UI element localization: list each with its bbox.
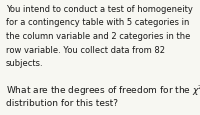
Text: You intend to conduct a test of homogeneity: You intend to conduct a test of homogene…: [6, 5, 193, 14]
Text: row variable. You collect data from 82: row variable. You collect data from 82: [6, 45, 165, 54]
Text: for a contingency table with 5 categories in: for a contingency table with 5 categorie…: [6, 18, 189, 27]
Text: subjects.: subjects.: [6, 59, 44, 68]
Text: the column variable and 2 categories in the: the column variable and 2 categories in …: [6, 32, 190, 41]
Text: distribution for this test?: distribution for this test?: [6, 98, 118, 107]
Text: What are the degrees of freedom for the $\chi^2$: What are the degrees of freedom for the …: [6, 83, 200, 97]
